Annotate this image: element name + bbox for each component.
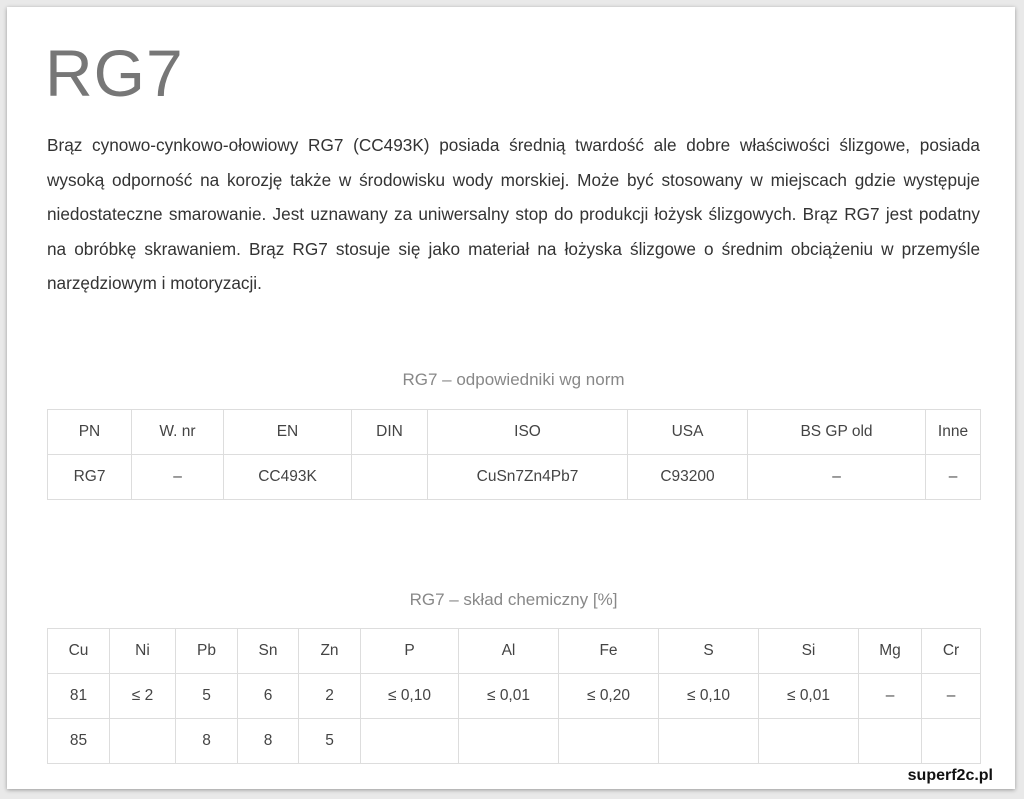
table-cell: S xyxy=(658,628,759,674)
table-cell: ≤ 2 xyxy=(109,673,176,719)
table-cell: Cr xyxy=(921,628,981,674)
table-cell: 81 xyxy=(47,673,110,719)
table-cell: Pb xyxy=(175,628,238,674)
table-header-row: PN W. nr EN DIN ISO USA BS GP old Inne xyxy=(47,409,981,455)
table-cell: – xyxy=(131,454,224,500)
table-cell: CC493K xyxy=(223,454,352,500)
table-cell: Sn xyxy=(237,628,299,674)
table-cell xyxy=(458,718,559,764)
table-cell: 5 xyxy=(175,673,238,719)
table-cell: 8 xyxy=(175,718,238,764)
page-card: RG7 Brąz cynowo-cynkowo-ołowiowy RG7 (CC… xyxy=(7,7,1015,789)
watermark: superf2c.pl xyxy=(907,767,993,784)
table-cell: Cu xyxy=(47,628,110,674)
table-cell: ≤ 0,01 xyxy=(458,673,559,719)
table-cell xyxy=(858,718,922,764)
table-cell xyxy=(351,454,428,500)
table-cell: EN xyxy=(223,409,352,455)
table-cell: Al xyxy=(458,628,559,674)
table-cell xyxy=(360,718,459,764)
description: Brąz cynowo-cynkowo-ołowiowy RG7 (CC493K… xyxy=(47,135,980,294)
table-cell: ≤ 0,10 xyxy=(658,673,759,719)
table-cell: 85 xyxy=(47,718,110,764)
table-cell: P xyxy=(360,628,459,674)
table-row: RG7– CC493K CuSn7Zn4Pb7 C93200– – xyxy=(47,454,981,500)
standards-caption: RG7 – odpowiedniki wg norm xyxy=(402,370,625,389)
table-cell: BS GP old xyxy=(747,409,926,455)
composition-caption: RG7 – skład chemiczny [%] xyxy=(409,590,618,609)
table-cell: – xyxy=(858,673,922,719)
table-cell xyxy=(921,718,981,764)
table-cell: 5 xyxy=(298,718,361,764)
table-cell: – xyxy=(925,454,981,500)
table-cell: DIN xyxy=(351,409,428,455)
table-cell: 2 xyxy=(298,673,361,719)
table-cell: Fe xyxy=(558,628,659,674)
table-cell xyxy=(758,718,859,764)
table-cell xyxy=(658,718,759,764)
table-cell: – xyxy=(921,673,981,719)
table-cell: PN xyxy=(47,409,132,455)
table-cell: C93200 xyxy=(627,454,748,500)
table-cell: CuSn7Zn4Pb7 xyxy=(427,454,628,500)
table-cell: RG7 xyxy=(47,454,132,500)
table-cell: Ni xyxy=(109,628,176,674)
table-cell: Si xyxy=(758,628,859,674)
table-cell xyxy=(109,718,176,764)
table-cell: W. nr xyxy=(131,409,224,455)
table-cell: ≤ 0,10 xyxy=(360,673,459,719)
table-cell xyxy=(558,718,659,764)
table-cell: 6 xyxy=(237,673,299,719)
table-cell: – xyxy=(747,454,926,500)
table-row: 85 8 8 5 xyxy=(47,718,981,764)
table-cell: 8 xyxy=(237,718,299,764)
table-cell: Mg xyxy=(858,628,922,674)
table-cell: ≤ 0,01 xyxy=(758,673,859,719)
table-cell: ≤ 0,20 xyxy=(558,673,659,719)
page-title: RG7 xyxy=(45,36,184,110)
table-cell: ISO xyxy=(427,409,628,455)
table-cell: USA xyxy=(627,409,748,455)
composition-table: Cu Ni Pb Sn Zn P Al Fe S Si Mg Cr 81 ≤ 2 5 6 2 ≤ 0,10 ≤ 0… xyxy=(47,628,981,764)
standards-table: PN W. nr EN DIN ISO USA BS GP old Inne RG7– CC49… xyxy=(47,409,981,500)
table-cell: Inne xyxy=(925,409,981,455)
table-row: 81 ≤ 2 5 6 2 ≤ 0,10 ≤ 0,01 ≤ 0,20 ≤ 0,10 ≤ 0,01– – xyxy=(47,673,981,719)
table-cell: Zn xyxy=(298,628,361,674)
table-header-row: Cu Ni Pb Sn Zn P Al Fe S Si Mg Cr xyxy=(47,628,981,674)
